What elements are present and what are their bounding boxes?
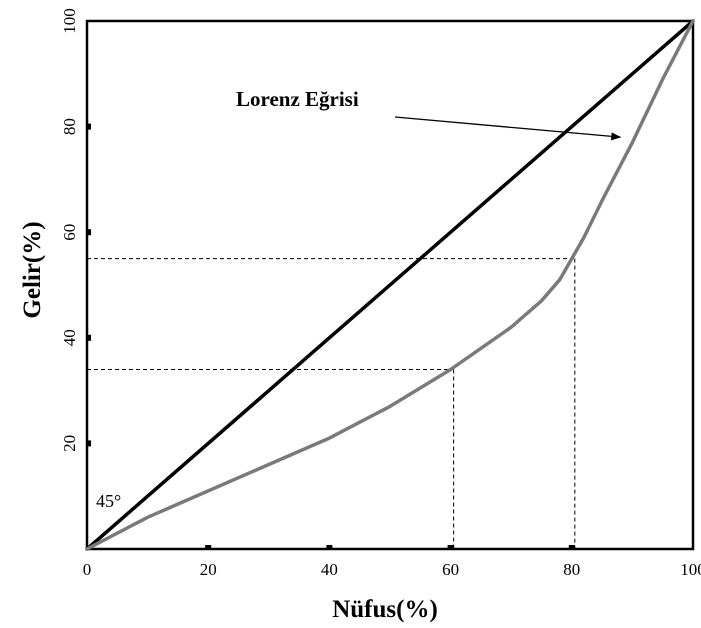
y-tick-label-20: 20 (60, 435, 79, 452)
x-tick-label-80: 80 (563, 560, 580, 579)
x-tick-mark-20 (205, 545, 212, 550)
y-axis-ticks: 20 40 60 80 100 (60, 8, 91, 452)
x-axis-title: Nüfus(%) (332, 596, 438, 623)
angle-45-label: 45° (96, 491, 121, 511)
y-tick-label-100: 100 (60, 8, 79, 34)
y-tick-mark-20 (86, 440, 91, 447)
x-tick-mark-40 (326, 545, 333, 550)
lorenz-label-arrow (394, 116, 622, 141)
y-tick-mark-40 (86, 334, 91, 341)
series-layer (85, 19, 695, 551)
plot-area-frame (85, 19, 695, 551)
y-tick-label-60: 60 (60, 224, 79, 241)
y-tick-mark-60 (86, 229, 91, 236)
x-tick-label-0: 0 (83, 560, 92, 579)
x-tick-label-100: 100 (680, 560, 701, 579)
equality-line (85, 19, 695, 551)
x-tick-label-20: 20 (200, 560, 217, 579)
x-axis-ticks: 0 20 40 60 80 100 (83, 545, 701, 579)
y-tick-label-40: 40 (60, 329, 79, 346)
lorenz-curve-label: Lorenz Eğrisi (236, 87, 359, 111)
x-tick-mark-80 (568, 545, 575, 550)
y-tick-mark-80 (86, 123, 91, 130)
x-tick-mark-60 (447, 545, 454, 550)
lorenz-curve (85, 19, 695, 551)
y-tick-label-80: 80 (60, 118, 79, 135)
x-tick-label-40: 40 (321, 560, 338, 579)
x-tick-label-60: 60 (442, 560, 459, 579)
y-axis-title: Gelir(%) (19, 221, 46, 318)
reference-lines (87, 258, 576, 549)
